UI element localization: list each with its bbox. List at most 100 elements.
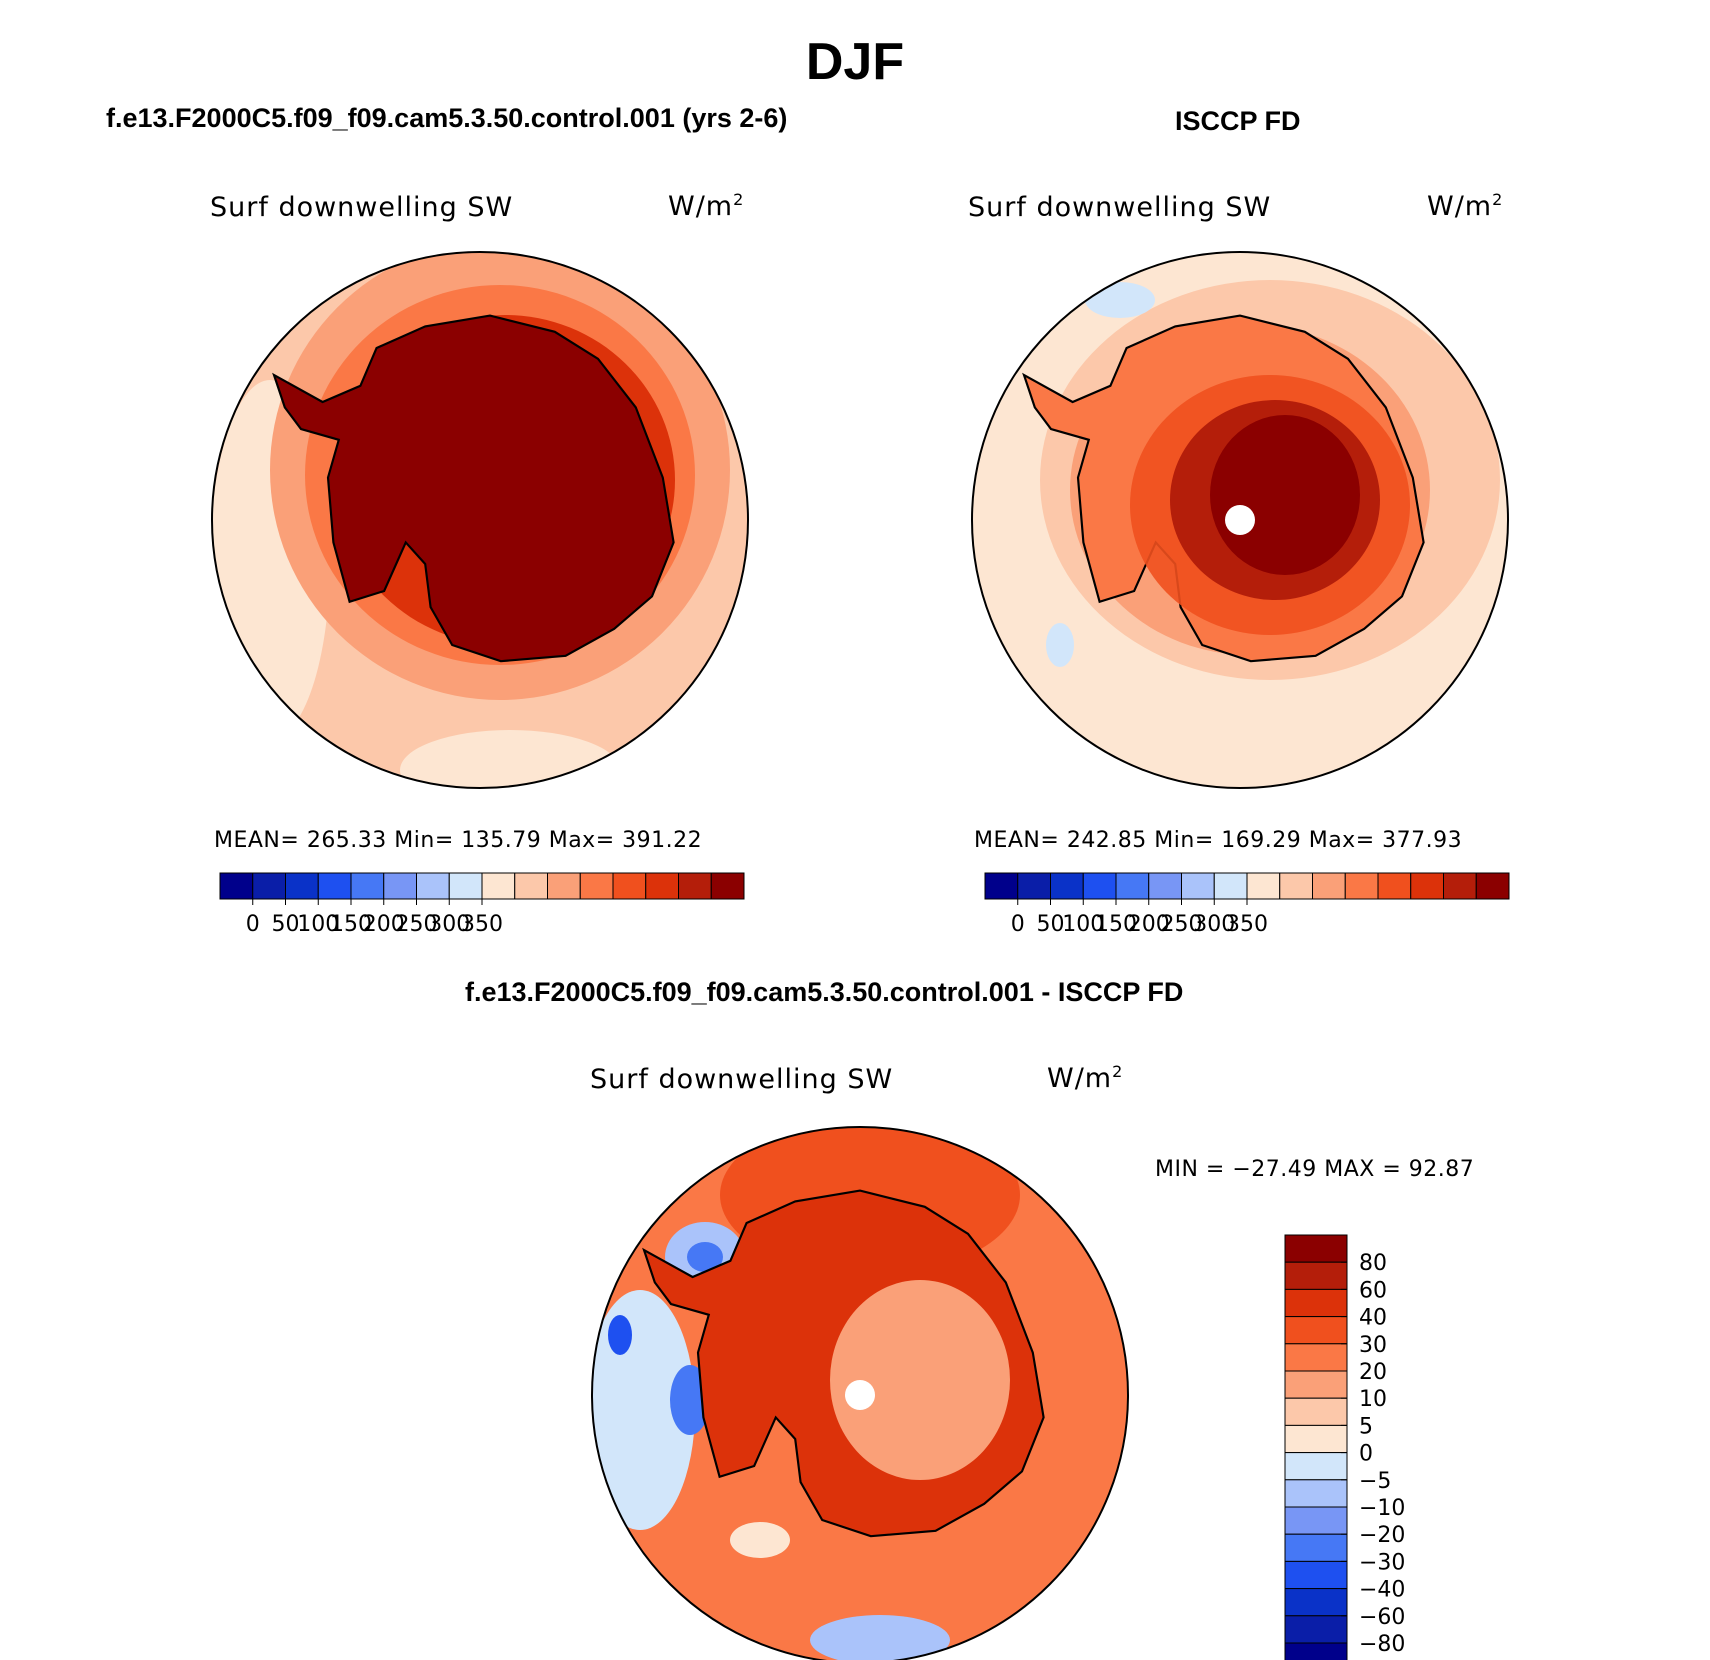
model-colorbar-box bbox=[448, 872, 483, 900]
model-colorbar-box bbox=[547, 872, 581, 900]
diff-colorbar-tick-label: 0 bbox=[1359, 1442, 1373, 1467]
model-colorbar-box bbox=[416, 872, 450, 900]
model-colorbar-tick-label: 200 bbox=[363, 912, 405, 937]
diff-colorbar-box bbox=[1284, 1506, 1348, 1535]
model-colorbar-box bbox=[612, 872, 647, 900]
diff-colorbar-tick-label: −30 bbox=[1359, 1550, 1405, 1575]
model-colorbar-tick-label: 50 bbox=[272, 912, 300, 937]
obs-colorbar-box bbox=[1082, 872, 1117, 900]
diff-colorbar-box bbox=[1284, 1370, 1348, 1399]
obs-colorbar-tick-label: 0 bbox=[1011, 912, 1025, 937]
diff-colorbar-box bbox=[1284, 1533, 1348, 1562]
model-colorbar-box bbox=[645, 872, 679, 900]
obs-colorbar-tick-label: 350 bbox=[1226, 912, 1268, 937]
model-colorbar-box bbox=[710, 872, 745, 900]
model-colorbar-tick-label: 350 bbox=[461, 912, 503, 937]
obs-pole-hole bbox=[1225, 505, 1255, 535]
diff-colorbar-box bbox=[1284, 1261, 1348, 1290]
model-colorbar-tick-label: 250 bbox=[396, 912, 438, 937]
model-colorbar-box bbox=[350, 872, 385, 900]
diff-colorbar-tick-label: −20 bbox=[1359, 1523, 1405, 1548]
diff-colorbar-tick-label: −5 bbox=[1359, 1469, 1391, 1494]
obs-colorbar-box bbox=[1017, 872, 1051, 900]
diff-negative-region-south bbox=[810, 1615, 950, 1660]
diff-colorbar-tick-label: −60 bbox=[1359, 1605, 1405, 1630]
diff-colorbar-tick-label: 20 bbox=[1359, 1360, 1387, 1385]
diff-colorbar-box bbox=[1284, 1452, 1348, 1481]
diff-colorbar-box bbox=[1284, 1234, 1348, 1263]
diff-colorbar-box bbox=[1284, 1424, 1348, 1454]
diff-colorbar-tick-label: 5 bbox=[1359, 1414, 1373, 1439]
model-colorbar-tick-label: 0 bbox=[246, 912, 260, 937]
diff-stats: MIN = −27.49 MAX = 92.87 bbox=[1155, 1157, 1475, 1182]
model-variable-label: Surf downwelling SW bbox=[210, 192, 514, 223]
obs-colorbar-box bbox=[1213, 872, 1248, 900]
obs-contour-350 bbox=[1210, 415, 1360, 575]
diff-negative-core-nw bbox=[687, 1242, 723, 1272]
obs-colorbar-box bbox=[1050, 872, 1084, 900]
model-colorbar-box bbox=[383, 872, 417, 900]
diff-colorbar-tick-label: 30 bbox=[1359, 1333, 1387, 1358]
obs-colorbar-box bbox=[1181, 872, 1215, 900]
diff-colorbar-tick-label: −40 bbox=[1359, 1578, 1405, 1603]
diff-negative-core-edge bbox=[608, 1315, 632, 1355]
obs-colorbar-box bbox=[1344, 872, 1379, 900]
diff-colorbar-tick-label: 10 bbox=[1359, 1387, 1387, 1412]
obs-colorbar-box bbox=[1115, 872, 1150, 900]
model-panel-title: f.e13.F2000C5.f09_f09.cam5.3.50.control.… bbox=[106, 103, 788, 133]
model-colorbar-box bbox=[481, 872, 516, 900]
diff-colorbar-box bbox=[1284, 1343, 1348, 1372]
model-map bbox=[211, 251, 749, 789]
diff-panel-title: f.e13.F2000C5.f09_f09.cam5.3.50.control.… bbox=[465, 977, 1184, 1007]
diff-colorbar-box bbox=[1284, 1642, 1348, 1660]
diff-colorbar-box bbox=[1284, 1479, 1348, 1508]
model-units-label: W/m2 bbox=[668, 190, 745, 222]
obs-colorbar-tick-label: 200 bbox=[1128, 912, 1170, 937]
diff-colorbar-box bbox=[1284, 1615, 1348, 1644]
obs-colorbar-box bbox=[1246, 872, 1281, 900]
obs-colorbar-tick-label: 300 bbox=[1193, 912, 1235, 937]
diff-colorbar-tick-label: −80 bbox=[1359, 1632, 1405, 1657]
model-stats: MEAN= 265.33 Min= 135.79 Max= 391.22 bbox=[214, 828, 703, 853]
obs-blue-patch-west bbox=[1046, 623, 1074, 667]
diff-colorbar-tick-label: 40 bbox=[1359, 1306, 1387, 1331]
obs-colorbar-box bbox=[1377, 872, 1412, 900]
obs-stats: MEAN= 242.85 Min= 169.29 Max= 377.93 bbox=[974, 828, 1463, 853]
obs-colorbar-box bbox=[1475, 872, 1510, 900]
obs-colorbar-tick-label: 50 bbox=[1037, 912, 1065, 937]
obs-colorbar-tick-label: 250 bbox=[1161, 912, 1203, 937]
obs-colorbar-box bbox=[1279, 872, 1313, 900]
diff-colorbar-tick-label: −10 bbox=[1359, 1496, 1405, 1521]
diff-contour-20-interior bbox=[830, 1280, 1010, 1480]
model-colorbar-box bbox=[678, 872, 712, 900]
model-pale-region-south bbox=[400, 730, 620, 788]
diff-colorbar-box bbox=[1284, 1316, 1348, 1345]
figure-title: DJF bbox=[805, 33, 905, 91]
model-colorbar-tick-label: 100 bbox=[297, 912, 339, 937]
diff-pale-patch bbox=[730, 1522, 790, 1558]
model-map-border bbox=[211, 251, 749, 789]
model-colorbar-box bbox=[579, 872, 614, 900]
diff-pole-hole bbox=[845, 1380, 875, 1410]
diff-colorbar-tick-label: 80 bbox=[1359, 1251, 1387, 1276]
obs-variable-label: Surf downwelling SW bbox=[968, 192, 1272, 223]
obs-blue-patch-north bbox=[1085, 282, 1155, 318]
obs-panel-title: ISCCP FD bbox=[1175, 106, 1301, 136]
diff-colorbar-box bbox=[1284, 1397, 1348, 1426]
obs-units-label: W/m2 bbox=[1427, 190, 1504, 222]
model-colorbar-box bbox=[285, 872, 319, 900]
diff-units-label: W/m2 bbox=[1047, 1062, 1124, 1094]
obs-map-border bbox=[971, 251, 1509, 789]
diff-colorbar-box bbox=[1284, 1288, 1348, 1318]
model-colorbar-tick-label: 300 bbox=[428, 912, 470, 937]
diff-colorbar-box bbox=[1284, 1560, 1348, 1590]
obs-colorbar-tick-label: 100 bbox=[1062, 912, 1104, 937]
model-colorbar-tick-label: 150 bbox=[330, 912, 372, 937]
obs-colorbar-box bbox=[1148, 872, 1182, 900]
model-colorbar-box bbox=[514, 872, 548, 900]
diff-map bbox=[591, 1126, 1129, 1660]
obs-colorbar-box bbox=[1443, 872, 1477, 900]
